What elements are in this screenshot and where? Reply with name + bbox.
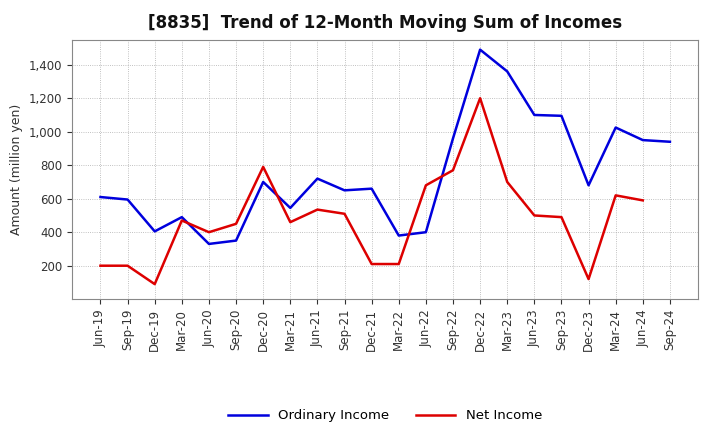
Net Income [286, 220, 294, 225]
Net Income [178, 218, 186, 223]
Ordinary Income [584, 183, 593, 188]
Ordinary Income [449, 136, 457, 141]
Ordinary Income [367, 186, 376, 191]
Title: [8835]  Trend of 12-Month Moving Sum of Incomes: [8835] Trend of 12-Month Moving Sum of I… [148, 15, 622, 33]
Ordinary Income [286, 205, 294, 211]
Net Income [150, 282, 159, 287]
Net Income [313, 207, 322, 212]
Line: Net Income: Net Income [101, 98, 643, 284]
Net Income [367, 261, 376, 267]
Net Income [584, 276, 593, 282]
Net Income [611, 193, 620, 198]
Net Income [204, 230, 213, 235]
Ordinary Income [150, 229, 159, 234]
Ordinary Income [395, 233, 403, 238]
Line: Ordinary Income: Ordinary Income [101, 50, 670, 244]
Y-axis label: Amount (million yen): Amount (million yen) [10, 104, 23, 235]
Net Income [503, 180, 511, 185]
Net Income [259, 164, 268, 169]
Net Income [530, 213, 539, 218]
Net Income [395, 261, 403, 267]
Ordinary Income [421, 230, 430, 235]
Ordinary Income [639, 137, 647, 143]
Net Income [639, 198, 647, 203]
Ordinary Income [476, 47, 485, 52]
Net Income [476, 95, 485, 101]
Net Income [449, 168, 457, 173]
Ordinary Income [123, 197, 132, 202]
Ordinary Income [178, 214, 186, 220]
Net Income [341, 211, 349, 216]
Net Income [96, 263, 105, 268]
Ordinary Income [611, 125, 620, 130]
Net Income [557, 214, 566, 220]
Ordinary Income [503, 69, 511, 74]
Net Income [232, 221, 240, 227]
Ordinary Income [259, 180, 268, 185]
Ordinary Income [341, 188, 349, 193]
Legend: Ordinary Income, Net Income: Ordinary Income, Net Income [222, 404, 548, 428]
Ordinary Income [96, 194, 105, 200]
Ordinary Income [530, 112, 539, 117]
Net Income [421, 183, 430, 188]
Ordinary Income [313, 176, 322, 181]
Ordinary Income [557, 113, 566, 118]
Ordinary Income [204, 241, 213, 246]
Ordinary Income [665, 139, 674, 144]
Ordinary Income [232, 238, 240, 243]
Net Income [123, 263, 132, 268]
